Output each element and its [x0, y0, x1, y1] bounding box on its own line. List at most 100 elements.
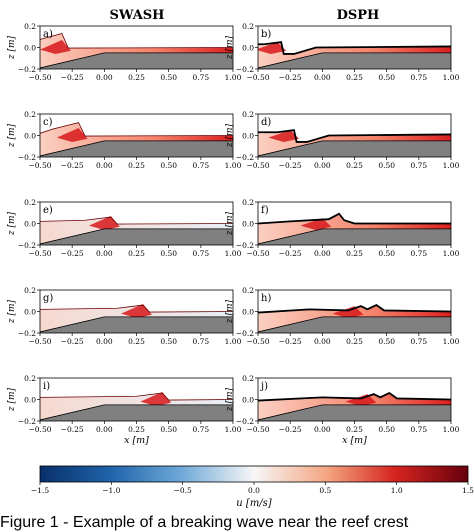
panel-e: e) −0.50 −0.25 0.00 0.25 0.50 0.75 1.00 0.2 0.0 −0… [7, 198, 242, 258]
x-tick-label: 0.25 [346, 425, 363, 434]
panel-c: c) −0.50 −0.25 0.00 0.25 0.50 0.75 1.00 0.2 0.0 −0… [7, 110, 242, 170]
x-tick-label: 1.00 [225, 425, 242, 434]
y-tick-label: 0.2 [242, 22, 254, 31]
colorbar-label: u [m/s] [236, 498, 272, 509]
x-tick-label: −0.50 [247, 249, 270, 258]
x-tick-label: 0.50 [160, 161, 177, 170]
colorbar-tick-label: 1.5 [462, 486, 474, 495]
y-tick-label: −0.2 [18, 241, 36, 250]
y-tick-label: 0.0 [242, 44, 254, 53]
x-tick-label: 0.00 [96, 73, 113, 82]
y-tick-label: 0.0 [242, 132, 254, 141]
panel-label-j: j) [260, 381, 268, 392]
x-tick-label: 0.00 [314, 249, 331, 258]
wave-crest-f [300, 218, 332, 230]
y-tick-label: −0.2 [236, 241, 254, 250]
x-tick-label: 0.75 [192, 425, 209, 434]
y-tick-label: 0.0 [242, 220, 254, 229]
x-tick-label: 0.00 [96, 337, 113, 346]
water-body-a [40, 33, 233, 68]
x-tick-label: 0.25 [128, 249, 145, 258]
x-tick-label: −0.25 [279, 73, 302, 82]
x-tick-label: −0.50 [247, 337, 270, 346]
x-tick-label: −0.25 [279, 161, 302, 170]
x-tick-label: −0.50 [29, 337, 52, 346]
figure-caption: Figure 1 - Example of a breaking wave ne… [0, 514, 409, 531]
y-axis-label: z [m] [7, 387, 17, 412]
water-body-j [258, 393, 451, 420]
y-tick-label: 0.0 [24, 396, 36, 405]
free-surface-h [258, 304, 451, 314]
water-body-c [40, 122, 233, 156]
wave-crest-a [40, 39, 71, 54]
y-tick-label: 0.0 [24, 220, 36, 229]
panel-h: h) −0.50 −0.25 0.00 0.25 0.50 0.75 1.00 0.2 0.0 −0… [225, 286, 460, 346]
x-tick-label: 0.75 [192, 161, 209, 170]
x-tick-label: 0.50 [378, 425, 395, 434]
x-tick-label: 0.75 [410, 337, 427, 346]
colorbar-tick-label: −0.5 [174, 486, 192, 495]
y-axis-label: z [m] [7, 211, 17, 236]
x-tick-label: 0.50 [160, 73, 177, 82]
colorbar-tick-label: −1.0 [102, 486, 120, 495]
x-tick-label: 0.75 [192, 73, 209, 82]
panel-label-d: d) [261, 117, 271, 128]
x-tick-label: 0.75 [410, 161, 427, 170]
y-tick-label: 0.2 [242, 110, 254, 119]
panel-d: d) −0.50 −0.25 0.00 0.25 0.50 0.75 1.00 0.2 0.0 −0… [225, 110, 460, 170]
x-tick-label: −0.50 [29, 249, 52, 258]
bed-line-h [258, 316, 451, 333]
x-tick-label: 0.50 [160, 337, 177, 346]
panel-label-h: h) [261, 293, 271, 304]
x-axis-label: x [m] [124, 435, 149, 446]
x-tick-label: 1.00 [443, 337, 460, 346]
panel-a: a) −0.50 −0.25 0.00 0.25 0.50 0.75 1.00 0.2 0.0 −0… [7, 22, 242, 82]
bed-line-d [258, 140, 451, 157]
y-tick-label: 0.0 [242, 308, 254, 317]
free-surface-a [40, 33, 233, 49]
x-tick-label: 0.75 [192, 337, 209, 346]
y-axis-label: z [m] [225, 299, 235, 324]
colorbar: −1.5 −1.0 −0.5 0.0 0.5 1.0 1.5 u [m/s] [31, 465, 474, 509]
y-tick-label: 0.0 [24, 44, 36, 53]
free-surface-j [258, 392, 451, 402]
wave-crest-e [88, 215, 120, 230]
wave-crest-b [258, 42, 287, 54]
y-tick-label: −0.2 [236, 417, 254, 426]
x-axis-label: x [m] [342, 435, 367, 446]
panel-label-f: f) [261, 205, 269, 216]
x-tick-label: −0.25 [61, 161, 84, 170]
y-tick-label: −0.2 [18, 417, 36, 426]
y-axis-label: z [m] [225, 35, 235, 60]
x-tick-label: −0.50 [29, 161, 52, 170]
y-axis-label: z [m] [7, 123, 17, 148]
x-tick-label: 0.25 [128, 425, 145, 434]
x-tick-label: −0.25 [61, 337, 84, 346]
water-body-g [40, 305, 233, 332]
colorbar-tick-label: 1.0 [391, 486, 403, 495]
bed-line-f [258, 228, 451, 245]
y-tick-label: 0.2 [24, 110, 36, 119]
y-axis-label: z [m] [7, 299, 17, 324]
y-axis-label: z [m] [225, 387, 235, 412]
y-tick-label: 0.2 [24, 22, 36, 31]
free-surface-b [258, 41, 451, 55]
bed-line-j [258, 404, 451, 421]
x-tick-label: 0.00 [314, 425, 331, 434]
x-tick-label: 0.00 [96, 161, 113, 170]
y-tick-label: −0.2 [18, 65, 36, 74]
x-tick-label: 0.50 [378, 249, 395, 258]
x-tick-label: 0.00 [314, 337, 331, 346]
x-tick-label: −0.50 [247, 425, 270, 434]
x-tick-label: 0.25 [346, 73, 363, 82]
water-body-h [258, 305, 451, 332]
x-tick-label: 1.00 [225, 337, 242, 346]
x-tick-label: 0.50 [160, 425, 177, 434]
free-surface-f [258, 212, 451, 225]
wave-crest-d [268, 130, 300, 142]
x-tick-label: 1.00 [225, 73, 242, 82]
x-tick-label: 0.75 [410, 425, 427, 434]
panel-f: f) −0.50 −0.25 0.00 0.25 0.50 0.75 1.00 0.2 0.0 −0… [225, 198, 460, 258]
y-tick-label: 0.2 [242, 198, 254, 207]
column-title-swash: SWASH [110, 8, 165, 23]
